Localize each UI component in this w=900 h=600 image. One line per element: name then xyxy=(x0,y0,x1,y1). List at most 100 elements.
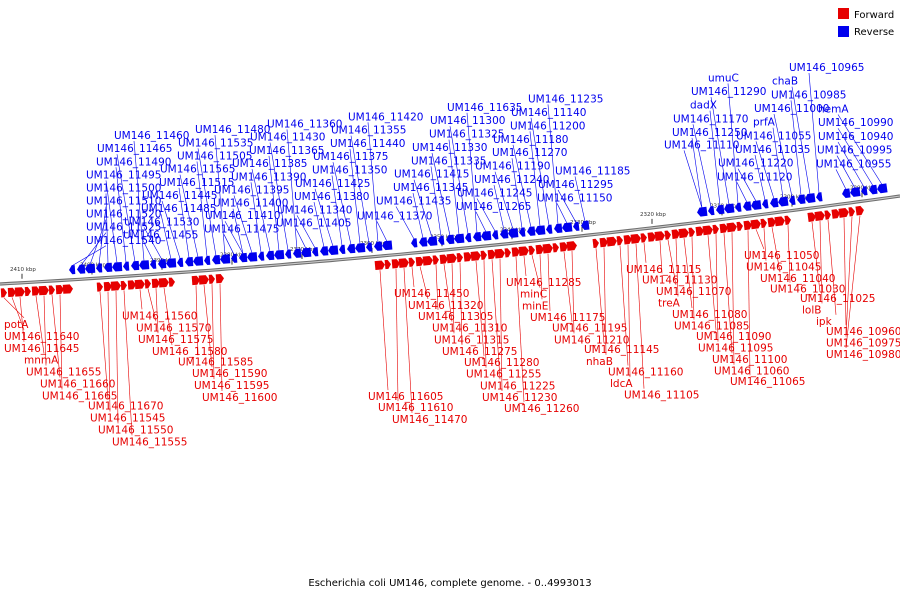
label-connector xyxy=(379,270,389,391)
gene-label: UM146_11655 xyxy=(26,366,101,378)
label-connector xyxy=(619,245,629,366)
gene-label: hemA xyxy=(818,104,849,116)
label-connector xyxy=(547,104,559,225)
forward-gene xyxy=(671,229,680,239)
tick-label: 2320 kbp xyxy=(640,212,666,218)
label-connector xyxy=(772,127,784,198)
gene-label: UM146_11115 xyxy=(626,264,701,276)
label-connector xyxy=(736,182,748,203)
gene-label: UM146_11140 xyxy=(511,107,586,119)
gene-label: prfA xyxy=(753,117,776,129)
reverse-gene xyxy=(220,254,231,264)
gene-label: umuC xyxy=(708,72,739,84)
label-connector xyxy=(123,290,133,436)
label-connector xyxy=(691,237,695,320)
gene-label: UM146_11590 xyxy=(192,368,267,380)
label-connector xyxy=(827,219,837,315)
label-connector xyxy=(419,266,429,299)
gene-label: UM146_11515 xyxy=(159,177,234,189)
label-connector xyxy=(196,161,208,257)
gene-label: UM146_11290 xyxy=(691,86,766,98)
forward-gene xyxy=(518,246,529,257)
gene-label: UM146_11090 xyxy=(696,331,771,343)
forward-gene xyxy=(542,243,553,254)
label-connector xyxy=(771,227,781,273)
label-connector xyxy=(835,169,847,190)
gene-label: UM146_11460 xyxy=(114,130,189,142)
forward-gene xyxy=(480,250,487,260)
gene-label: UM146_11180 xyxy=(493,134,568,146)
reverse-gene xyxy=(69,265,76,275)
legend-forward-label: Forward xyxy=(854,10,894,21)
forward-gene xyxy=(103,281,112,292)
label-connector xyxy=(295,228,307,249)
gene-label: UM146_11305 xyxy=(418,311,493,323)
label-connector xyxy=(808,73,820,194)
forward-gene xyxy=(719,223,728,234)
reverse-gene xyxy=(481,230,492,241)
gene-label: UM146_11310 xyxy=(432,323,507,335)
gene-label: UM146_11170 xyxy=(673,113,748,125)
label-connector xyxy=(475,260,485,356)
reverse-gene xyxy=(96,263,103,273)
reverse-gene xyxy=(770,197,779,208)
label-connector xyxy=(511,158,523,229)
gene-label: UM146_11285 xyxy=(506,277,581,289)
label-connector xyxy=(214,135,226,256)
reverse-gene xyxy=(247,252,258,262)
label-connector xyxy=(115,290,119,424)
label-connector xyxy=(459,262,463,346)
legend: Forward Reverse xyxy=(838,8,894,38)
forward-gene xyxy=(439,254,448,264)
reverse-gene xyxy=(355,242,366,253)
label-connector xyxy=(268,155,280,251)
reverse-gene xyxy=(301,247,312,258)
forward-gene xyxy=(640,233,647,243)
label-connector xyxy=(98,206,107,265)
gene-label: ldcA xyxy=(610,378,633,390)
gene-labels: UM146_11540UM146_11525UM146_11520UM146_1… xyxy=(4,62,900,448)
label-connector xyxy=(627,244,631,378)
label-connector xyxy=(499,258,503,391)
reverse-gene xyxy=(735,202,742,212)
gene-label: UM146_11605 xyxy=(368,391,443,403)
label-connectors xyxy=(3,73,883,436)
label-connector xyxy=(331,175,343,246)
reverse-gene xyxy=(581,220,590,231)
reverse-gene xyxy=(869,184,878,195)
gene-label: UM146_11575 xyxy=(138,334,213,346)
gene-label: UM146_11385 xyxy=(232,158,307,170)
reverse-gene xyxy=(427,236,438,246)
label-connector xyxy=(430,166,442,237)
forward-gene xyxy=(784,215,791,225)
label-connector xyxy=(547,253,551,311)
forward-gene xyxy=(191,275,200,286)
gene-label: UM146_11375 xyxy=(313,151,388,163)
gene-label: UM146_11185 xyxy=(555,165,630,177)
label-connector xyxy=(683,238,693,309)
gene-label: UM146_11490 xyxy=(96,156,171,168)
gene-label: UM146_11330 xyxy=(412,142,487,154)
label-connector xyxy=(80,232,107,266)
label-connector xyxy=(530,117,550,226)
gene-label: UM146_11390 xyxy=(231,171,306,183)
forward-gene xyxy=(494,248,505,259)
forward-gene xyxy=(456,253,463,263)
gene-label: UM146_11640 xyxy=(4,331,79,343)
forward-gene xyxy=(824,210,831,220)
forward-gene xyxy=(750,219,761,230)
label-connector xyxy=(747,230,751,376)
reverse-gene xyxy=(573,221,580,231)
gene-label: UM146_10985 xyxy=(771,89,846,101)
gene-label: UM146_11200 xyxy=(510,120,585,132)
label-connector xyxy=(142,240,154,261)
gene-label: UM146_11355 xyxy=(331,125,406,137)
label-connector xyxy=(203,284,213,368)
label-connector xyxy=(11,297,25,330)
forward-gene xyxy=(504,248,511,258)
gene-label: UM146_11230 xyxy=(482,392,557,404)
label-connector xyxy=(233,195,253,254)
forward-gene xyxy=(606,236,617,247)
gene-label: minE xyxy=(522,300,548,312)
label-connector xyxy=(491,259,501,380)
